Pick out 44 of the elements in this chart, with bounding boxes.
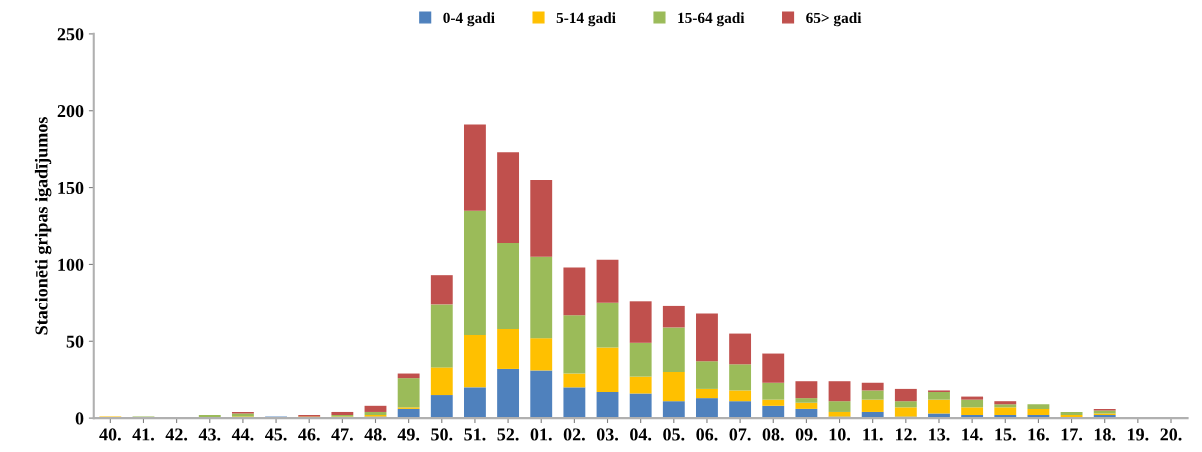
x-tick-label: 17. bbox=[1061, 428, 1083, 441]
x-tick-label: 47. bbox=[331, 428, 353, 441]
x-tick-label: 11. bbox=[863, 428, 883, 441]
x-tick-label: 40. bbox=[99, 428, 121, 441]
x-tick-label: 52. bbox=[497, 428, 519, 441]
x-tick-label: 07. bbox=[729, 428, 751, 441]
x-tick-label: 45. bbox=[265, 428, 287, 441]
x-tick-label: 41. bbox=[132, 428, 154, 441]
legend-label: 15-64 gadi bbox=[678, 12, 745, 27]
x-tick-label: 42. bbox=[165, 428, 188, 441]
y-tick-label: 200 bbox=[57, 105, 84, 118]
x-tick-label: 04. bbox=[630, 428, 652, 441]
legend-label: 5-14 gadi bbox=[556, 12, 616, 27]
x-tick-label: 14. bbox=[962, 428, 983, 441]
x-tick-label: 16. bbox=[1028, 428, 1049, 441]
x-tick-label: 02. bbox=[563, 428, 585, 441]
x-tick-label: 06. bbox=[696, 428, 718, 441]
y-tick-label: 50 bbox=[66, 335, 84, 348]
x-tick-label: 20. bbox=[1160, 428, 1182, 441]
y-tick-label: 100 bbox=[58, 258, 84, 271]
x-tick-label: 09. bbox=[795, 428, 817, 441]
x-tick-label: 46. bbox=[298, 428, 320, 441]
y-tick-label: 150 bbox=[58, 181, 84, 195]
x-tick-label: 10. bbox=[829, 428, 851, 441]
x-tick-label: 05. bbox=[663, 428, 685, 441]
x-tick-label: 43. bbox=[198, 428, 221, 441]
x-tick-label: 51. bbox=[464, 428, 486, 441]
x-tick-label: 44. bbox=[231, 428, 254, 441]
x-tick-label: 19. bbox=[1128, 428, 1149, 441]
legend-label: 0-4 gadi bbox=[443, 12, 495, 27]
x-tick-label: 15. bbox=[995, 428, 1016, 441]
x-tick-label: 03. bbox=[596, 428, 619, 441]
x-tick-label: 18. bbox=[1094, 428, 1116, 441]
x-tick-label: 13. bbox=[929, 428, 950, 441]
x-tick-label: 48. bbox=[364, 428, 386, 441]
x-tick-label: 50. bbox=[431, 428, 453, 441]
y-tick-label: 250 bbox=[57, 28, 84, 41]
x-tick-label: 49. bbox=[397, 428, 420, 441]
y-axis-title: Stacionēti gripas igadījumos bbox=[34, 117, 52, 335]
y-tick-label: 0 bbox=[75, 412, 84, 425]
legend-label: 65> gadi bbox=[806, 12, 862, 27]
x-tick-label: 01. bbox=[530, 428, 552, 441]
x-tick-label: 12. bbox=[896, 428, 917, 441]
x-tick-label: 08. bbox=[762, 428, 784, 441]
